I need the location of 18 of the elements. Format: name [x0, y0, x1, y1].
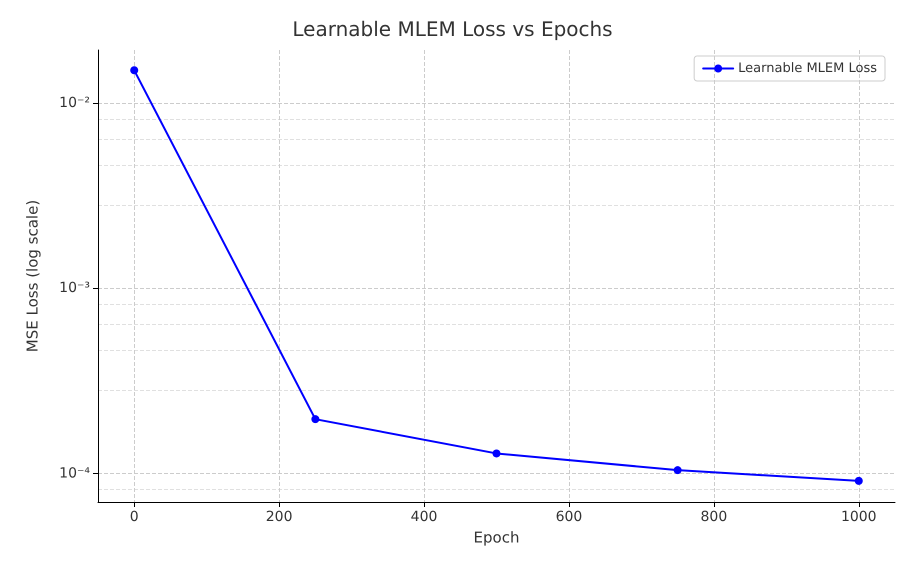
y-tick-label: 10⁻³	[59, 280, 90, 296]
x-tick-label: 600	[556, 509, 582, 525]
point	[492, 449, 500, 458]
point	[311, 415, 320, 424]
chart-title: Learnable MLEM Loss vs Epochs	[292, 17, 613, 41]
legend-label: Learnable MLEM Loss	[738, 61, 878, 76]
x-tick-label: 0	[130, 509, 139, 525]
y-axis-title: MSE Loss (log scale)	[24, 200, 42, 352]
y-tick-label: 10⁻⁴	[59, 465, 90, 482]
point	[674, 466, 682, 474]
x-tick-label: 200	[266, 509, 293, 525]
point	[130, 66, 138, 74]
x-tick-label: 400	[410, 509, 438, 525]
x-tick-label: 1000	[840, 509, 877, 525]
point	[854, 476, 863, 485]
x-axis-title: Epoch	[474, 528, 520, 546]
x-tick-label: 800	[700, 509, 728, 525]
y-tick-label: 10⁻²	[59, 94, 90, 111]
